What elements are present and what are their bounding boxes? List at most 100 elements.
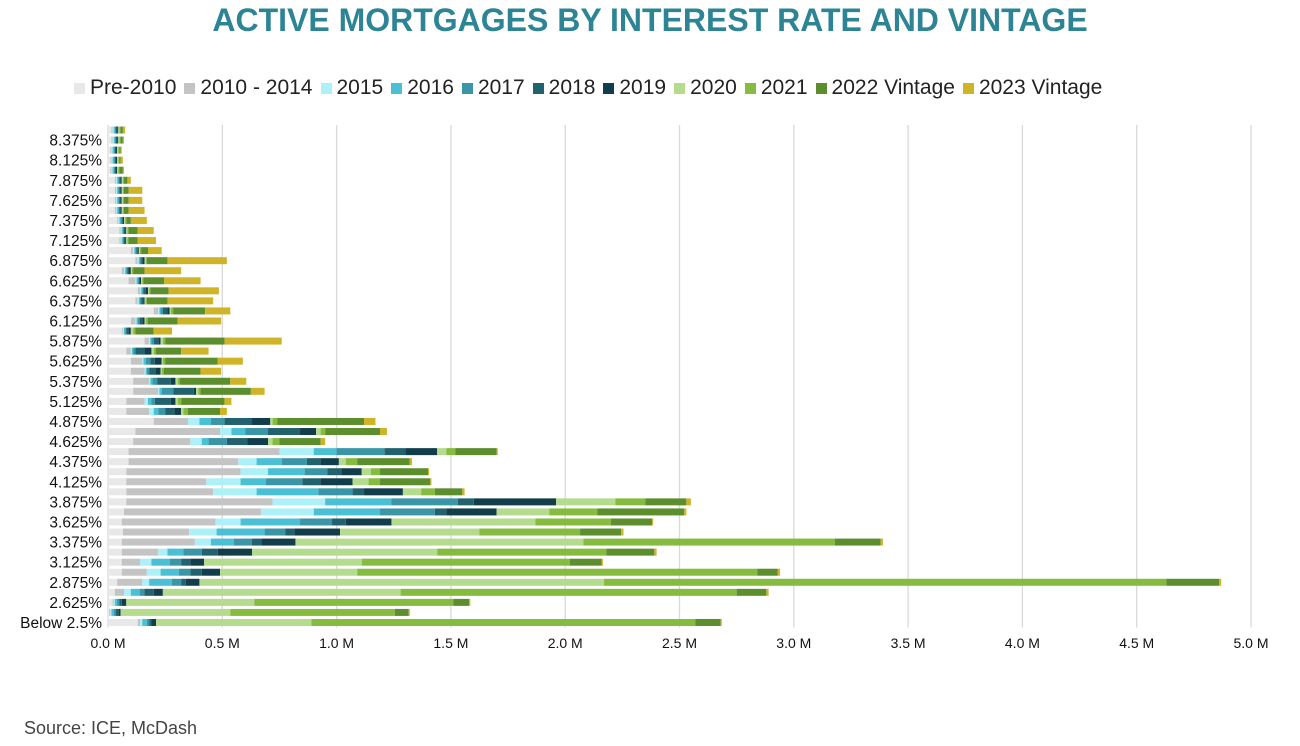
bar-segment: [352, 478, 369, 486]
bar-segment: [118, 216, 120, 224]
bar-segment: [240, 468, 269, 476]
bar-segment: [124, 588, 131, 596]
bar-segment: [124, 237, 126, 245]
legend-swatch: [391, 82, 403, 94]
bar-segment: [138, 297, 141, 305]
bar-segment: [720, 618, 722, 626]
bar-segment: [108, 206, 115, 214]
bar-segment: [114, 156, 117, 164]
bar-segment: [137, 227, 154, 235]
bar-segment: [250, 387, 265, 395]
bar-segment: [121, 568, 147, 576]
bar-segment: [156, 367, 161, 375]
bar-segment: [268, 438, 273, 446]
bar-segment: [116, 608, 119, 616]
bar-segment: [140, 618, 143, 626]
bar-segment: [357, 568, 758, 576]
y-tick-label: 6.125%: [49, 313, 102, 330]
bar-segment: [161, 357, 163, 365]
bar-segment: [304, 468, 328, 476]
bar-segment: [224, 337, 282, 345]
bar-segment: [261, 508, 314, 516]
bar-segment: [156, 347, 182, 355]
bar-segment: [220, 428, 232, 436]
y-tick-label: 6.375%: [49, 293, 102, 310]
bar-segment: [108, 618, 138, 626]
bar-segment: [142, 618, 147, 626]
bar-segment: [364, 417, 376, 425]
bar-segment: [120, 186, 122, 194]
y-tick-label: 5.375%: [49, 374, 102, 391]
bar-segment: [126, 267, 128, 275]
bar-segment: [108, 327, 122, 335]
bar-segment: [126, 216, 131, 224]
bar-segment: [120, 227, 122, 235]
bar-segment: [116, 126, 118, 134]
bar-segment: [316, 428, 321, 436]
bar-segment: [277, 417, 365, 425]
bar-segment: [150, 377, 153, 385]
bar-segment: [686, 498, 691, 506]
bar-segment: [148, 317, 178, 325]
bar-segment: [130, 247, 134, 255]
bar-segment: [108, 357, 131, 365]
bar-segment: [300, 518, 333, 526]
y-tick-label: 2.875%: [49, 575, 102, 592]
bar-segment: [144, 257, 146, 265]
bar-segment: [120, 126, 123, 134]
bar-segment: [125, 267, 127, 275]
bar-segment: [108, 216, 118, 224]
bar-segment: [196, 387, 199, 395]
bar-segment: [127, 267, 129, 275]
bar-segment: [167, 307, 170, 315]
bar-segment: [117, 176, 119, 184]
bar-segment: [320, 478, 353, 486]
bar-segment: [580, 528, 622, 536]
bar-segment: [113, 136, 115, 144]
bar-segment: [473, 498, 557, 506]
bar-segment: [108, 598, 113, 606]
bar-segment: [198, 387, 201, 395]
x-tick-labels: 0.0 M 0.5 M 1.0 M 1.5 M 2.0 M 2.5 M 3.0 M 3.5 M…: [90, 635, 1268, 651]
bar-segment: [162, 337, 166, 345]
bar-segment: [183, 548, 202, 556]
bar-segment: [112, 156, 114, 164]
bar-segment: [479, 528, 581, 536]
bar-segment: [135, 428, 221, 436]
y-tick-label: 7.875%: [49, 173, 102, 190]
bar-segment: [143, 357, 146, 365]
bar-segment: [135, 327, 154, 335]
bar-segment: [361, 468, 371, 476]
bar-segment: [206, 478, 241, 486]
bar-segment: [108, 438, 134, 446]
bar-segment: [231, 428, 246, 436]
y-tick-label: 4.625%: [49, 434, 102, 451]
bar-segment: [118, 156, 120, 164]
bar-segment: [158, 387, 160, 395]
bar-segment: [256, 458, 282, 466]
legend-item: 2010 - 2014: [184, 76, 313, 100]
bar-segment: [175, 377, 178, 385]
bar-segment: [153, 417, 189, 425]
bar-segment: [113, 126, 115, 134]
bar-segment: [119, 186, 121, 194]
bar-segment: [409, 458, 413, 466]
bar-segment: [270, 417, 273, 425]
bar-segment: [124, 267, 126, 275]
bar-segment: [116, 156, 118, 164]
bar-segment: [140, 287, 142, 295]
bar-segment: [108, 377, 134, 385]
bar-segment: [128, 277, 136, 285]
bar-segment: [119, 206, 121, 214]
legend-item: 2017: [461, 76, 525, 100]
bar-segment: [118, 176, 120, 184]
bar-segment: [108, 518, 122, 526]
bar-segment: [108, 267, 122, 275]
bar-segment: [108, 407, 127, 415]
bar-segment: [143, 287, 146, 295]
bar-segment: [108, 297, 136, 305]
bar-segment: [150, 337, 152, 345]
bar-segment: [119, 166, 123, 174]
bar-segment: [320, 428, 326, 436]
bar-segment: [128, 227, 138, 235]
